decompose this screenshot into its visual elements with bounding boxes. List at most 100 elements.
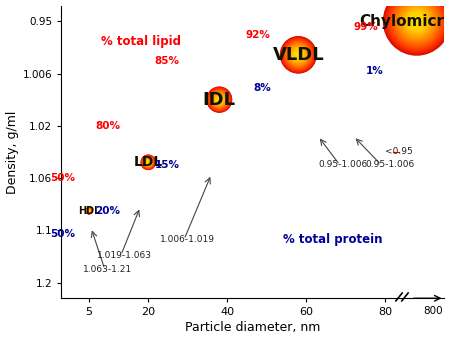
Ellipse shape: [86, 208, 92, 214]
Ellipse shape: [407, 11, 427, 32]
Ellipse shape: [88, 210, 90, 211]
Ellipse shape: [86, 207, 92, 214]
Text: <0.95: <0.95: [385, 148, 413, 156]
Ellipse shape: [86, 208, 92, 214]
Text: 1.006-1.019: 1.006-1.019: [160, 235, 215, 244]
Ellipse shape: [407, 12, 426, 31]
Ellipse shape: [394, 0, 440, 45]
Ellipse shape: [89, 210, 90, 211]
Ellipse shape: [145, 159, 151, 165]
Ellipse shape: [287, 43, 310, 67]
Ellipse shape: [144, 158, 153, 167]
Ellipse shape: [392, 0, 442, 47]
Ellipse shape: [294, 50, 303, 60]
Ellipse shape: [142, 156, 155, 169]
Text: 0.95-1.006: 0.95-1.006: [365, 160, 415, 169]
Ellipse shape: [87, 209, 90, 212]
Ellipse shape: [395, 0, 439, 43]
Text: 0.95-1.006: 0.95-1.006: [318, 160, 367, 169]
Ellipse shape: [402, 6, 432, 36]
Ellipse shape: [403, 7, 431, 36]
Ellipse shape: [405, 10, 428, 33]
Ellipse shape: [86, 207, 92, 214]
Ellipse shape: [144, 158, 152, 166]
Text: 50%: 50%: [50, 230, 75, 239]
Ellipse shape: [388, 0, 446, 50]
Ellipse shape: [209, 89, 230, 111]
Ellipse shape: [88, 210, 90, 211]
Ellipse shape: [216, 96, 223, 103]
Ellipse shape: [293, 50, 303, 60]
Ellipse shape: [210, 90, 229, 109]
Ellipse shape: [396, 1, 437, 42]
Ellipse shape: [88, 210, 90, 211]
Ellipse shape: [87, 209, 91, 212]
Ellipse shape: [207, 86, 232, 113]
Ellipse shape: [216, 96, 223, 104]
Text: 1.063-1.21: 1.063-1.21: [83, 265, 132, 274]
Ellipse shape: [412, 16, 422, 26]
Ellipse shape: [207, 87, 231, 112]
Ellipse shape: [144, 158, 153, 167]
Ellipse shape: [408, 12, 426, 30]
Ellipse shape: [400, 5, 433, 38]
Ellipse shape: [292, 49, 304, 61]
Ellipse shape: [146, 160, 150, 165]
Ellipse shape: [146, 160, 151, 165]
Ellipse shape: [280, 37, 316, 73]
Text: HDL: HDL: [78, 206, 100, 216]
Ellipse shape: [147, 161, 150, 164]
Ellipse shape: [219, 99, 220, 100]
Ellipse shape: [144, 157, 153, 167]
Text: VLDL: VLDL: [273, 46, 324, 64]
Ellipse shape: [141, 155, 155, 169]
Text: 1.019-1.063: 1.019-1.063: [97, 251, 152, 260]
Ellipse shape: [141, 155, 156, 170]
Ellipse shape: [215, 95, 224, 104]
Ellipse shape: [414, 18, 419, 24]
Ellipse shape: [142, 156, 154, 168]
Ellipse shape: [208, 88, 231, 111]
Ellipse shape: [147, 162, 149, 163]
Ellipse shape: [213, 94, 225, 106]
Text: 800: 800: [423, 306, 442, 316]
Ellipse shape: [298, 54, 299, 55]
Text: % total protein: % total protein: [283, 233, 382, 246]
Ellipse shape: [88, 209, 90, 212]
Ellipse shape: [284, 40, 312, 69]
Ellipse shape: [213, 93, 225, 106]
Ellipse shape: [399, 3, 434, 39]
Text: 80%: 80%: [95, 121, 121, 131]
Ellipse shape: [141, 155, 155, 169]
Ellipse shape: [86, 208, 92, 213]
Ellipse shape: [295, 51, 302, 58]
Ellipse shape: [145, 159, 151, 166]
Ellipse shape: [295, 52, 302, 58]
Ellipse shape: [88, 209, 90, 212]
Ellipse shape: [88, 209, 90, 212]
Ellipse shape: [207, 87, 232, 113]
Ellipse shape: [290, 47, 306, 63]
Ellipse shape: [296, 53, 301, 57]
Ellipse shape: [293, 49, 304, 61]
Ellipse shape: [143, 157, 153, 167]
Text: 50%: 50%: [50, 173, 75, 183]
Text: 85%: 85%: [155, 56, 180, 66]
Ellipse shape: [145, 159, 151, 165]
Ellipse shape: [87, 208, 91, 213]
Ellipse shape: [284, 40, 313, 69]
Ellipse shape: [144, 158, 153, 167]
Ellipse shape: [219, 99, 220, 100]
Ellipse shape: [87, 209, 91, 213]
Ellipse shape: [207, 88, 231, 112]
Ellipse shape: [215, 96, 224, 104]
Ellipse shape: [142, 156, 155, 169]
Ellipse shape: [295, 51, 302, 58]
Ellipse shape: [383, 0, 450, 56]
Ellipse shape: [142, 156, 154, 169]
Ellipse shape: [146, 160, 151, 165]
Ellipse shape: [282, 38, 315, 72]
Ellipse shape: [389, 0, 445, 50]
Ellipse shape: [86, 208, 92, 214]
Ellipse shape: [145, 159, 152, 166]
